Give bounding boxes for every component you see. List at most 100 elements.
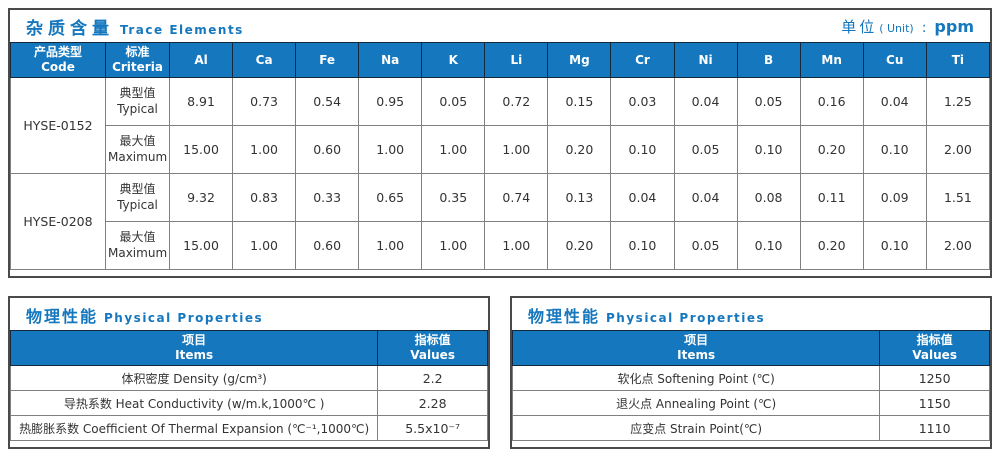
- trace-value-cell-Mn: 0.11: [799, 173, 864, 222]
- trace-value-cell-Cu: 0.10: [862, 221, 927, 270]
- trace-value-cell-Na: 1.00: [358, 221, 423, 270]
- property-value-cell: 1250: [879, 365, 990, 391]
- col-header-values: 指标值 Values: [879, 330, 990, 366]
- col-header-items-zh: 项目: [684, 333, 709, 347]
- trace-value-cell-Ca: 1.00: [232, 221, 297, 270]
- property-value-cell: 1150: [879, 390, 990, 416]
- trace-title-en: Trace Elements: [120, 23, 244, 37]
- phys-right-title-bar: 物理性能 Physical Properties: [512, 298, 990, 330]
- property-item-cell: 热膨胀系数 Coefficient Of Thermal Expansion (…: [9, 415, 379, 441]
- phys-right-title-zh: 物理性能: [528, 306, 601, 326]
- physical-properties-row: 物理性能 Physical Properties 项目 Items 指标值 Va…: [8, 296, 992, 449]
- trace-value-cell-Li: 1.00: [484, 125, 549, 174]
- trace-value-cell-Ni: 0.04: [673, 77, 738, 126]
- col-header-criteria: 标准 Criteria: [105, 42, 170, 78]
- trace-value-cell-Ti: 2.00: [925, 125, 991, 174]
- unit-label-zh: 单位: [841, 18, 878, 36]
- trace-value-cell-K: 0.05: [421, 77, 486, 126]
- trace-value-cell-Na: 1.00: [358, 125, 423, 174]
- trace-value-cell-K: 0.35: [421, 173, 486, 222]
- col-header-element-Fe: Fe: [295, 42, 360, 78]
- trace-data-row: HYSE-0208 典型值 Typical 9.32 0.83 0.33 0.65 0.35 0…: [10, 173, 991, 270]
- trace-value-cell-Ni: 0.04: [673, 173, 738, 222]
- trace-value-cell-B: 0.08: [736, 173, 801, 222]
- property-item-cell: 导热系数 Heat Conductivity (w/m.k,1000℃ ): [9, 390, 379, 416]
- col-header-element-Cu: Cu: [862, 42, 927, 78]
- trace-value-cell-Li: 0.74: [484, 173, 549, 222]
- trace-value-cell-Cu: 0.09: [862, 173, 927, 222]
- trace-header-row: 产品类型 Code 标准 Criteria Al Ca Fe Na K Li Mg Cr Ni B Mn Cu…: [10, 42, 991, 78]
- col-header-criteria-zh: 标准: [125, 45, 150, 59]
- trace-value-cell-Fe: 0.60: [295, 221, 360, 270]
- col-header-element-B: B: [736, 42, 801, 78]
- trace-value-cell-Cr: 0.03: [610, 77, 675, 126]
- phys-right-title-en: Physical Properties: [606, 310, 766, 325]
- physical-properties-panel-left: 物理性能 Physical Properties 项目 Items 指标值 Va…: [8, 296, 490, 449]
- trace-value-cell-Ni: 0.05: [673, 221, 738, 270]
- row-label-en: Typical: [117, 197, 158, 212]
- row-label-zh: 典型值: [119, 181, 156, 196]
- trace-elements-table: 产品类型 Code 标准 Criteria Al Ca Fe Na K Li Mg Cr Ni B Mn Cu…: [10, 42, 991, 270]
- table-header-row: 项目 Items 指标值 Values: [9, 330, 488, 366]
- property-item-cell: 应变点 Strain Point(℃): [511, 415, 881, 441]
- trace-value-cell-Fe: 0.33: [295, 173, 360, 222]
- col-header-values-zh: 指标值: [916, 333, 953, 347]
- row-label-zh: 最大值: [119, 229, 156, 244]
- col-header-element-Mn: Mn: [799, 42, 864, 78]
- trace-value-cell-Mg: 0.20: [547, 221, 612, 270]
- product-code-cell: HYSE-0208: [10, 173, 106, 270]
- col-header-values-en: Values: [912, 348, 957, 362]
- trace-value-cell-Mn: 0.16: [799, 77, 864, 126]
- col-header-items-en: Items: [677, 348, 716, 362]
- trace-value-cell-Cu: 0.04: [862, 77, 927, 126]
- unit-note: 单位 ( Unit) : ppm: [841, 16, 974, 37]
- property-item-cell: 退火点 Annealing Point (℃): [511, 390, 881, 416]
- property-row: 热膨胀系数 Coefficient Of Thermal Expansion (…: [9, 415, 488, 441]
- trace-title: 杂质含量 Trace Elements: [26, 14, 244, 39]
- property-row: 体积密度 Density (g/cm³) 2.2: [9, 365, 488, 391]
- trace-value-cell-Na: 0.95: [358, 77, 423, 126]
- col-header-code-zh: 产品类型: [33, 45, 82, 59]
- trace-value-cell-Ti: 1.25: [925, 77, 991, 126]
- product-code-cell: HYSE-0152: [10, 77, 106, 174]
- col-header-values: 指标值 Values: [377, 330, 488, 366]
- unit-value: ppm: [934, 17, 974, 36]
- trace-data-row: HYSE-0152 典型值 Typical 8.91 0.73 0.54 0.95 0.05 0…: [10, 77, 991, 174]
- trace-value-cell-K: 1.00: [421, 125, 486, 174]
- col-header-element-Ca: Ca: [232, 42, 297, 78]
- row-label-cell: 典型值 Typical: [105, 173, 170, 222]
- col-header-criteria-en: Criteria: [112, 60, 163, 74]
- trace-value-cell-Li: 0.72: [484, 77, 549, 126]
- col-header-element-Ti: Ti: [925, 42, 991, 78]
- table-header-row: 项目 Items 指标值 Values: [511, 330, 990, 366]
- col-header-element-Al: Al: [168, 42, 234, 78]
- col-header-items: 项目 Items: [9, 330, 379, 366]
- property-row: 软化点 Softening Point (℃) 1250: [511, 365, 990, 391]
- row-label-zh: 典型值: [119, 85, 156, 100]
- property-item-cell: 软化点 Softening Point (℃): [511, 365, 881, 391]
- trace-value-cell-B: 0.05: [736, 77, 801, 126]
- trace-value-cell-Ti: 2.00: [925, 221, 991, 270]
- trace-value-cell-Mn: 0.20: [799, 125, 864, 174]
- row-label-en: Maximum: [108, 245, 168, 260]
- property-row: 退火点 Annealing Point (℃) 1150: [511, 390, 990, 416]
- phys-right-title: 物理性能 Physical Properties: [528, 303, 765, 327]
- col-header-values-en: Values: [410, 348, 455, 362]
- col-header-code-en: Code: [41, 60, 75, 74]
- trace-value-cell-Ca: 0.73: [232, 77, 297, 126]
- col-header-element-Mg: Mg: [547, 42, 612, 78]
- trace-value-cell-Na: 0.65: [358, 173, 423, 222]
- row-label-cell: 最大值 Maximum: [105, 125, 170, 174]
- row-label-en: Typical: [117, 101, 158, 116]
- trace-value-cell-Al: 9.32: [168, 173, 234, 222]
- property-row: 导热系数 Heat Conductivity (w/m.k,1000℃ ) 2.2…: [9, 390, 488, 416]
- trace-value-cell-Mn: 0.20: [799, 221, 864, 270]
- property-item-cell: 体积密度 Density (g/cm³): [9, 365, 379, 391]
- col-header-items-en: Items: [175, 348, 214, 362]
- trace-value-cell-Al: 8.91: [168, 77, 234, 126]
- trace-title-zh: 杂质含量: [26, 19, 114, 39]
- property-value-cell: 1110: [879, 415, 990, 441]
- phys-left-title: 物理性能 Physical Properties: [26, 303, 263, 327]
- trace-value-cell-B: 0.10: [736, 221, 801, 270]
- col-header-element-Cr: Cr: [610, 42, 675, 78]
